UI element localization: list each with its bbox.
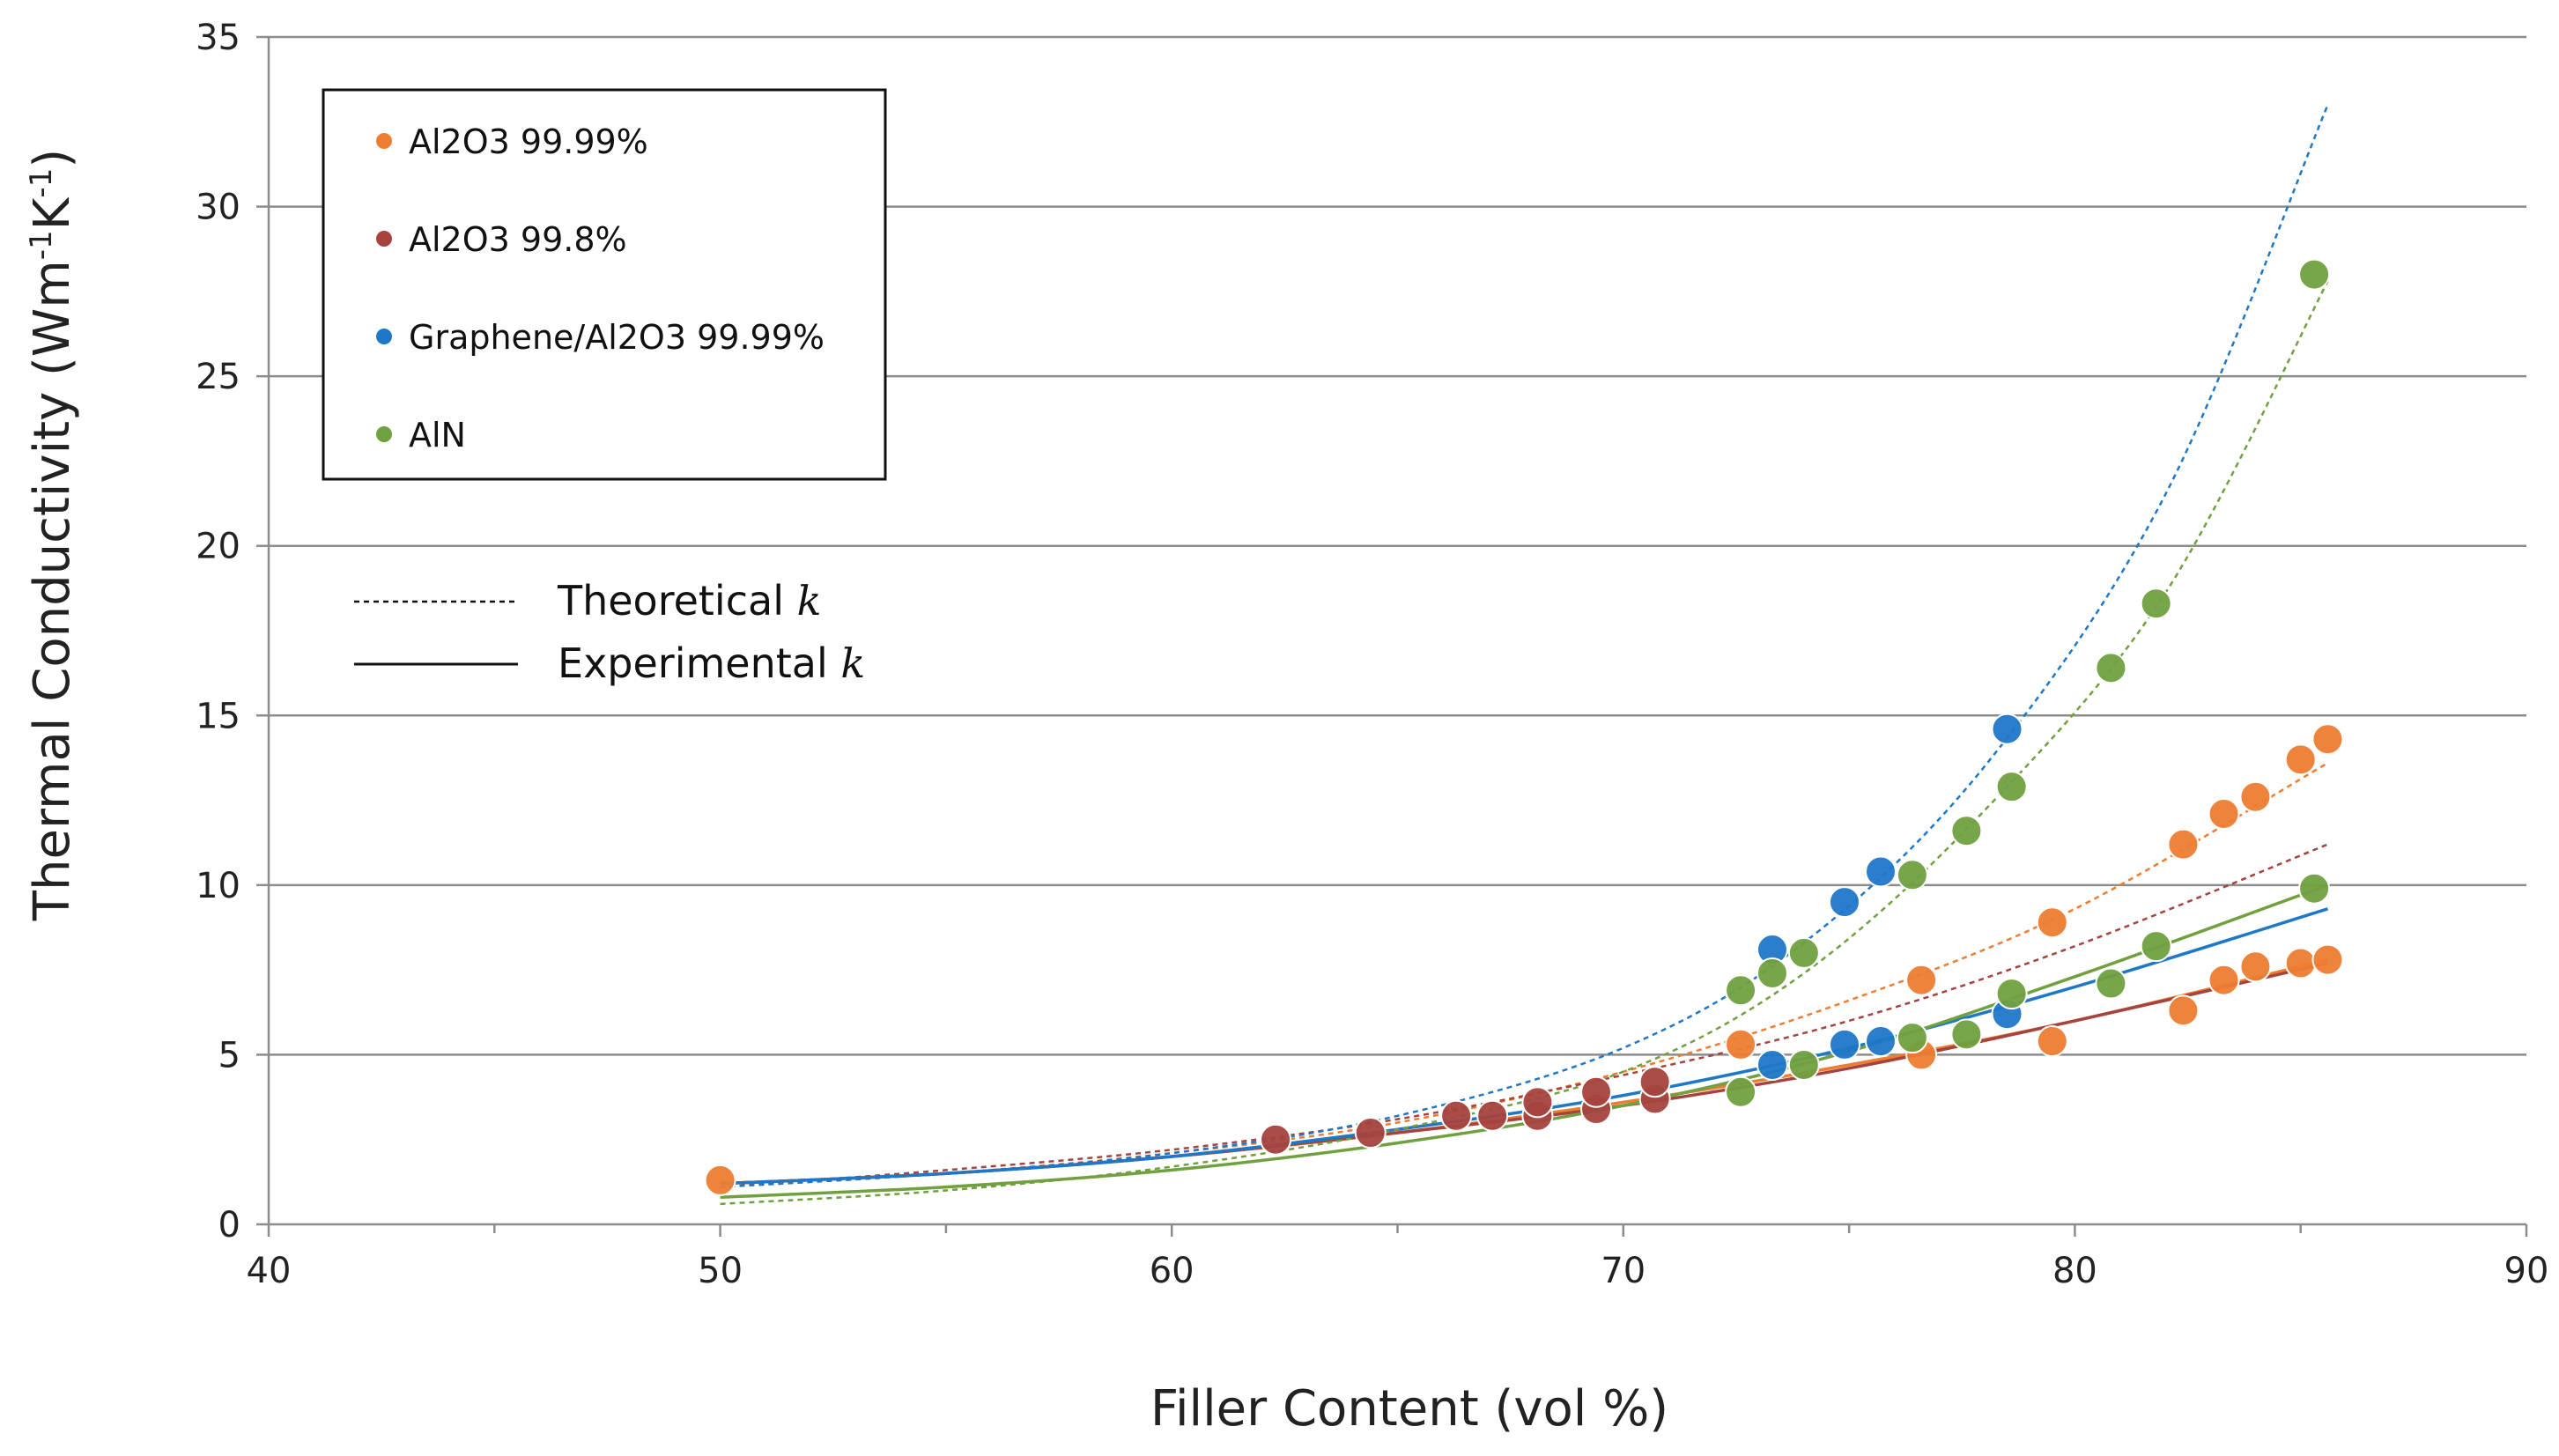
data-point-al2o3-99-99-13 xyxy=(2284,743,2317,776)
data-point-aln-12 xyxy=(2095,652,2127,684)
data-point-aln-14 xyxy=(2140,588,2172,620)
y-tick-label-20: 20 xyxy=(196,527,240,567)
x-tick-label-50: 50 xyxy=(698,1251,743,1291)
y-tick-label-25: 25 xyxy=(196,357,240,397)
data-point-al2o3-99-99-1 xyxy=(1725,1028,1757,1061)
experimental-curve-graphene-al2o3-99-99 xyxy=(720,907,2329,1186)
data-points xyxy=(704,258,2344,1196)
data-point-graphene-al2o3-99-99-0 xyxy=(1756,1048,1788,1081)
legend-label-graphene-al2o3-99-99: Graphene/Al2O3 99.99% xyxy=(409,318,825,357)
experimental-curve-al2o3-99-8 xyxy=(720,961,2328,1186)
data-point-al2o3-99-99-7 xyxy=(2167,828,2200,861)
x-tick-label-60: 60 xyxy=(1150,1251,1194,1291)
data-point-aln-1 xyxy=(1725,974,1757,1007)
legend-label-al2o3-99-8: Al2O3 99.8% xyxy=(409,220,627,259)
axes xyxy=(256,35,2528,1237)
x-tick-label-90: 90 xyxy=(2504,1251,2549,1291)
experimental-label: Experimental k xyxy=(558,639,865,687)
data-point-aln-16 xyxy=(2298,258,2331,291)
y-tick-label-5: 5 xyxy=(218,1035,240,1075)
theoretical-curve-graphene-al2o3-99-99 xyxy=(720,104,2329,1188)
data-point-aln-15 xyxy=(2298,872,2331,905)
data-point-al2o3-99-99-9 xyxy=(2208,797,2240,830)
tick-labels: 0 5 10 15 20 25 30 35 40 50 60 70 80 90 xyxy=(196,18,2548,1291)
data-point-al2o3-99-8-2 xyxy=(1440,1099,1473,1132)
legend-marker-graphene-al2o3-99-99 xyxy=(376,329,392,344)
x-tick-label-80: 80 xyxy=(2052,1251,2097,1291)
legend-box xyxy=(322,88,887,481)
data-point-aln-13 xyxy=(2140,930,2172,963)
x-tick-label-40: 40 xyxy=(247,1251,292,1291)
theoretical-curve-aln xyxy=(720,280,2329,1206)
y-tick-label-30: 30 xyxy=(196,188,240,228)
legend-marker-al2o3-99-8 xyxy=(376,231,392,247)
data-point-graphene-al2o3-99-99-4 xyxy=(1864,1025,1897,1058)
theoretical-curve-al2o3-99-8 xyxy=(720,843,2328,1188)
data-point-al2o3-99-99-5 xyxy=(2036,906,2068,939)
data-point-al2o3-99-99-15 xyxy=(2311,723,2344,756)
x-axis-title: Filler Content (vol %) xyxy=(1150,1380,1668,1438)
data-point-al2o3-99-99-3 xyxy=(1905,964,1938,996)
data-point-al2o3-99-99-14 xyxy=(2311,943,2344,976)
data-point-al2o3-99-99-0 xyxy=(704,1164,736,1196)
data-point-aln-3 xyxy=(1787,1048,1820,1081)
data-point-graphene-al2o3-99-99-2 xyxy=(1828,1028,1860,1061)
data-point-al2o3-99-8-1 xyxy=(1354,1117,1387,1149)
data-point-al2o3-99-99-6 xyxy=(2167,994,2200,1027)
data-point-al2o3-99-8-3 xyxy=(1476,1099,1509,1132)
trend-curves xyxy=(720,104,2329,1206)
data-point-al2o3-99-8-5 xyxy=(1521,1086,1554,1119)
data-point-al2o3-99-8-0 xyxy=(1260,1123,1292,1156)
data-point-aln-0 xyxy=(1725,1075,1757,1108)
data-point-aln-4 xyxy=(1787,936,1820,969)
legend-label-aln: AlN xyxy=(409,416,466,455)
data-point-graphene-al2o3-99-99-7 xyxy=(1991,713,2023,745)
legend-marker-aln xyxy=(376,426,392,442)
legend-label-al2o3-99-99: Al2O3 99.99% xyxy=(409,122,648,161)
data-point-al2o3-99-99-12 xyxy=(2284,947,2317,979)
data-point-graphene-al2o3-99-99-5 xyxy=(1864,855,1897,888)
data-point-al2o3-99-8-9 xyxy=(1638,1066,1671,1098)
data-point-graphene-al2o3-99-99-3 xyxy=(1828,886,1860,919)
data-point-al2o3-99-99-10 xyxy=(2239,950,2272,983)
legend-marker-al2o3-99-99 xyxy=(376,133,392,149)
x-tick-label-70: 70 xyxy=(1601,1251,1646,1291)
data-point-al2o3-99-99-11 xyxy=(2239,780,2272,813)
data-point-aln-9 xyxy=(1995,978,2028,1010)
data-point-aln-8 xyxy=(1950,815,1983,847)
data-point-al2o3-99-99-8 xyxy=(2208,964,2240,996)
experimental-curve-al2o3-99-99 xyxy=(720,957,2328,1186)
y-tick-label-0: 0 xyxy=(218,1205,240,1245)
data-point-aln-11 xyxy=(2095,967,2127,1000)
line-style-legend: Theoretical k Experimental k xyxy=(354,577,865,687)
data-point-aln-7 xyxy=(1950,1018,1983,1051)
data-point-aln-10 xyxy=(1995,771,2028,803)
y-tick-label-35: 35 xyxy=(196,18,240,58)
legend: Al2O3 99.99% Al2O3 99.8% Graphene/Al2O3 99… xyxy=(322,88,887,481)
data-point-aln-5 xyxy=(1896,1022,1928,1054)
y-axis-title: Thermal Conductivity (Wm-1K-1) xyxy=(24,149,81,921)
y-tick-label-15: 15 xyxy=(196,696,240,736)
data-point-al2o3-99-8-7 xyxy=(1580,1075,1613,1108)
data-point-al2o3-99-99-4 xyxy=(2036,1025,2068,1058)
experimental-curve-aln xyxy=(720,883,2329,1199)
y-tick-label-10: 10 xyxy=(196,866,240,906)
theoretical-label: Theoretical k xyxy=(557,577,821,625)
data-point-aln-2 xyxy=(1756,957,1788,989)
data-point-aln-6 xyxy=(1896,859,1928,891)
